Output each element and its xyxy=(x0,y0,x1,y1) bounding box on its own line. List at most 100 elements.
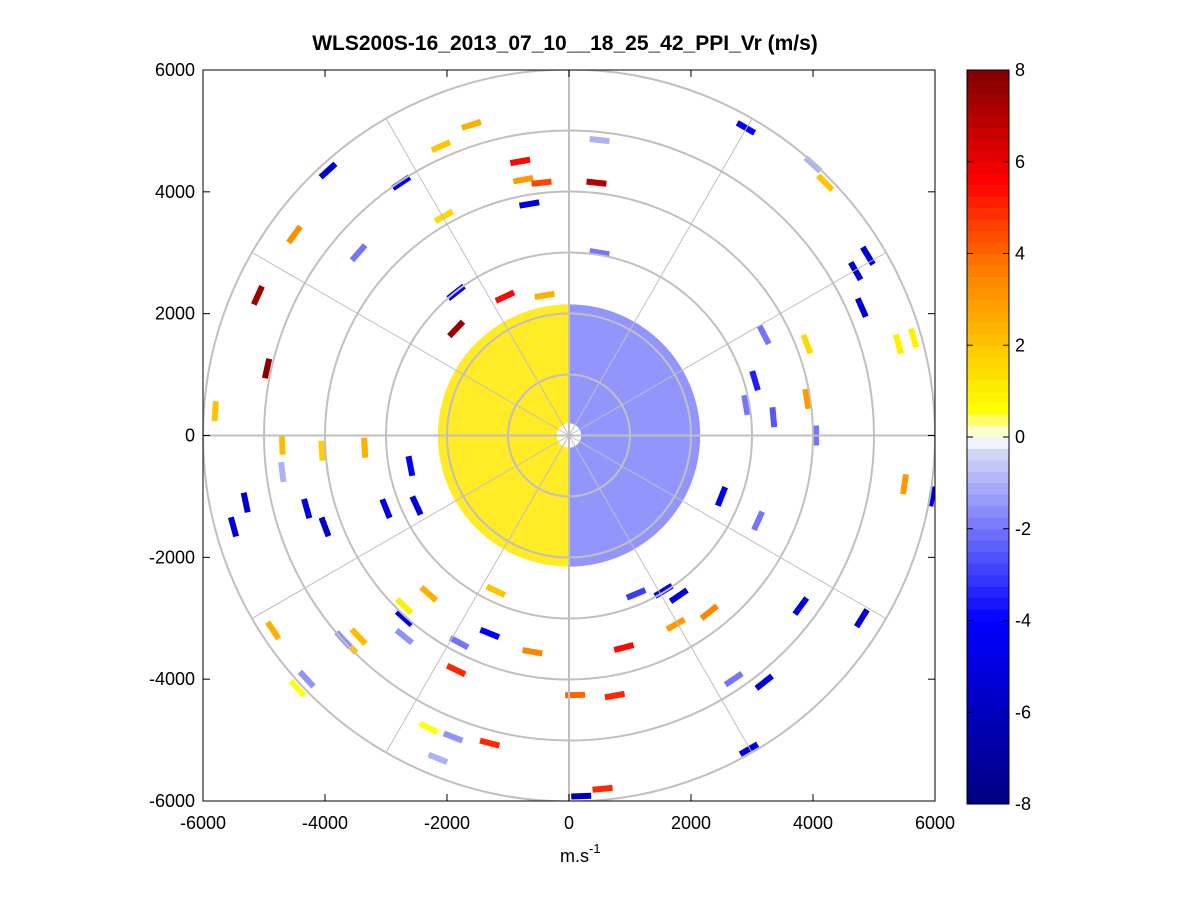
range-gate xyxy=(509,156,531,167)
colorbar-band xyxy=(967,712,1009,725)
colorbar-tick-label: 2 xyxy=(1015,335,1025,355)
grid-spoke xyxy=(568,118,753,436)
range-gate xyxy=(418,720,440,735)
x-axis-label-base: m.s xyxy=(560,846,589,866)
colorbar-band xyxy=(967,161,1009,174)
colorbar-band xyxy=(967,219,1009,232)
range-gate xyxy=(485,583,507,598)
colorbar-tick-label: -8 xyxy=(1015,794,1031,814)
colorbar-band xyxy=(967,620,1009,633)
colorbar-band xyxy=(967,138,1009,151)
y-tick-label: -2000 xyxy=(149,547,195,567)
range-gate xyxy=(318,516,332,538)
colorbar-band xyxy=(967,448,1009,461)
colorbar-band xyxy=(967,471,1009,484)
range-gate xyxy=(379,498,393,519)
range-gate xyxy=(442,730,464,744)
colorbar-band xyxy=(967,437,1009,449)
colorbar-band xyxy=(967,264,1009,277)
y-tick-label: 2000 xyxy=(155,304,195,324)
range-gate xyxy=(297,669,316,689)
grid-spoke xyxy=(251,252,570,436)
colorbar-band xyxy=(967,253,1009,266)
range-gate xyxy=(479,737,501,749)
colorbar-band xyxy=(967,299,1009,312)
colorbar-band xyxy=(967,287,1009,300)
range-gate xyxy=(394,609,414,628)
colorbar-band xyxy=(967,310,1009,323)
range-gate xyxy=(565,691,586,699)
range-gate xyxy=(227,516,240,538)
colorbar-tick-label: 4 xyxy=(1015,244,1025,264)
colorbar-band xyxy=(967,769,1009,782)
colorbar: 8 6 4 2 0 -2 -4 -6 -8 xyxy=(966,60,1031,814)
range-gate xyxy=(738,741,760,757)
colorbar-band xyxy=(967,792,1009,805)
colorbar-band xyxy=(967,505,1009,518)
colorbar-tick-label: 0 xyxy=(1015,427,1025,447)
colorbar-band xyxy=(967,196,1009,209)
range-gate xyxy=(427,751,449,765)
range-gate xyxy=(512,174,534,185)
range-gate xyxy=(531,178,552,187)
colorbar-band xyxy=(967,173,1009,186)
colorbar-band xyxy=(967,689,1009,702)
y-tick-label: 6000 xyxy=(155,60,195,80)
range-gate xyxy=(699,603,719,621)
colorbar-band xyxy=(967,735,1009,748)
colorbar-band xyxy=(967,322,1009,335)
range-gate xyxy=(586,178,607,187)
range-gate xyxy=(802,388,812,410)
range-gate xyxy=(534,290,555,301)
range-gate xyxy=(592,784,613,793)
range-gate xyxy=(448,635,470,650)
colorbar-band xyxy=(967,482,1009,495)
range-gate xyxy=(900,473,909,495)
range-gate xyxy=(460,118,482,131)
colorbar-band xyxy=(967,230,1009,243)
range-gate xyxy=(751,510,765,532)
range-gate xyxy=(391,174,412,191)
range-gate xyxy=(816,173,835,192)
grid-spoke xyxy=(251,435,570,619)
range-gate xyxy=(361,437,369,458)
colorbar-band xyxy=(967,391,1009,404)
colorbar-band xyxy=(967,586,1009,599)
range-gate xyxy=(749,370,761,392)
colorbar-band xyxy=(967,379,1009,392)
colorbar-band xyxy=(967,563,1009,576)
grid-spoke xyxy=(568,435,753,753)
colorbar-band xyxy=(967,494,1009,507)
range-gate xyxy=(723,671,744,688)
colorbar-band xyxy=(967,402,1009,415)
range-gate xyxy=(349,243,368,263)
range-gate xyxy=(855,297,869,318)
range-gate xyxy=(447,319,466,339)
y-tick-label: -4000 xyxy=(149,669,195,689)
range-gate xyxy=(792,596,810,616)
range-gate xyxy=(286,224,303,245)
range-gate xyxy=(318,440,326,461)
x-tick-label: 0 xyxy=(564,813,574,833)
range-gate xyxy=(301,498,313,520)
range-gate xyxy=(518,199,540,209)
colorbar-band xyxy=(967,540,1009,553)
colorbar-band xyxy=(967,666,1009,679)
colorbar-tick-label: -2 xyxy=(1015,519,1031,539)
range-gate xyxy=(800,333,814,355)
range-gate xyxy=(430,139,452,153)
range-gate xyxy=(668,587,689,604)
colorbar-band xyxy=(967,631,1009,644)
colorbar-band xyxy=(967,70,1009,82)
colorbar-band xyxy=(967,276,1009,289)
colorbar-band xyxy=(967,700,1009,713)
range-gate xyxy=(288,678,307,698)
colorbar-tick-label: 6 xyxy=(1015,152,1025,172)
range-gate xyxy=(754,673,774,691)
range-gate xyxy=(665,616,686,632)
colorbar-band xyxy=(967,781,1009,794)
y-tick-label: 4000 xyxy=(155,182,195,202)
range-gate xyxy=(240,492,251,513)
x-tick-label: 6000 xyxy=(915,813,955,833)
